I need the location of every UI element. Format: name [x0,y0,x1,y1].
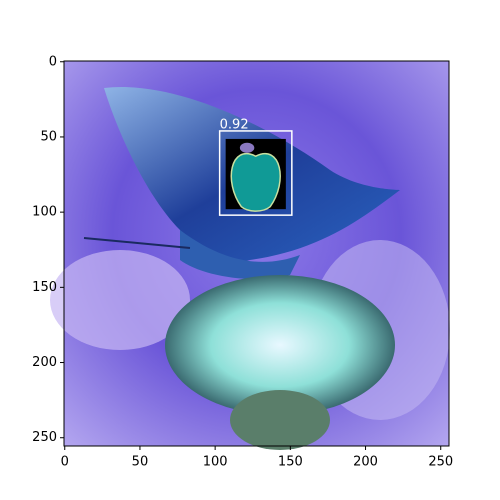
butterfly-body [180,230,300,280]
image [50,61,450,450]
cloud [50,250,190,350]
x-tick-label: 250 [428,455,453,470]
y-tick-label: 100 [32,205,57,220]
flower-base [230,390,330,450]
detection-box [218,130,293,216]
y-tick-label: 250 [32,430,57,445]
apple-icon [230,153,281,212]
y-tick-label: 0 [49,54,57,69]
axes-frame [63,60,450,447]
apple-leaf [239,142,255,153]
y-tick-label: 150 [32,280,57,295]
antenna [83,237,191,249]
x-tick-label: 150 [278,455,303,470]
y-tick-label: 200 [32,355,57,370]
flower [165,275,395,415]
detection-score: 0.92 [220,117,249,132]
x-tick-label: 200 [353,455,378,470]
y-tick-label: 50 [40,129,57,144]
x-tick-label: 0 [61,455,69,470]
x-tick-label: 50 [132,455,149,470]
x-tick-label: 100 [203,455,228,470]
